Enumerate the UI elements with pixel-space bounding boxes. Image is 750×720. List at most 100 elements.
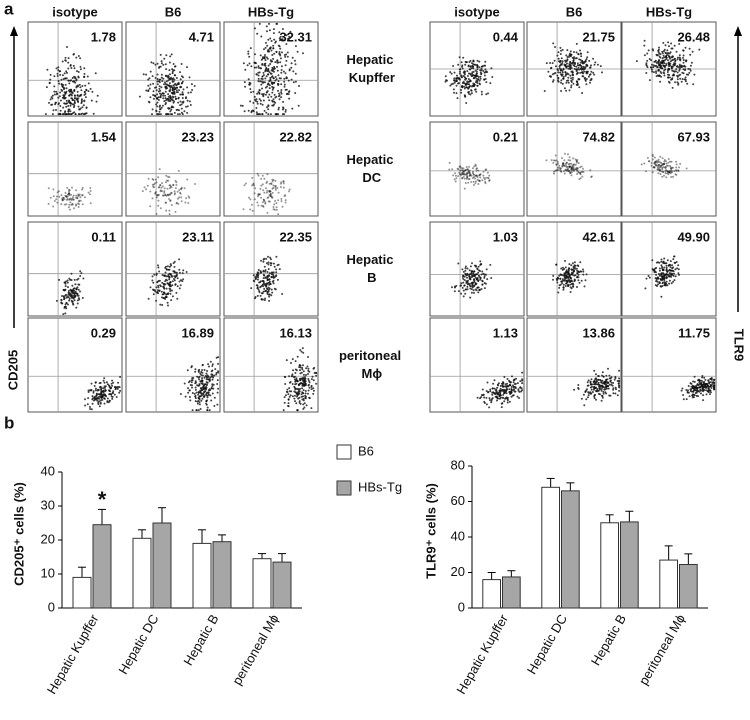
event-dot	[271, 178, 274, 181]
event-dot	[302, 384, 304, 387]
event-dot	[162, 282, 165, 285]
event-dot	[569, 286, 572, 289]
event-dot	[461, 84, 464, 87]
event-dot	[257, 66, 260, 69]
event-dot	[657, 163, 660, 166]
event-dot	[162, 77, 165, 80]
event-dot	[549, 62, 552, 64]
event-dot	[693, 389, 696, 392]
event-dot	[74, 81, 77, 84]
event-dot	[702, 388, 705, 391]
event-dot	[307, 379, 310, 382]
event-dot	[300, 377, 303, 380]
event-dot	[583, 404, 586, 407]
event-dot	[502, 393, 505, 396]
event-dot	[180, 196, 183, 199]
event-dot	[471, 71, 474, 74]
event-dot	[292, 369, 295, 372]
event-dot	[467, 279, 469, 282]
event-dot	[242, 62, 245, 65]
event-dot	[273, 70, 275, 73]
event-dot	[268, 93, 271, 96]
event-dot	[700, 381, 703, 384]
event-dot	[165, 265, 167, 268]
event-dot	[587, 391, 590, 394]
event-dot	[69, 198, 71, 201]
event-dot	[288, 387, 291, 390]
event-dot	[276, 59, 279, 62]
event-dot	[676, 78, 679, 81]
event-dot	[666, 170, 669, 173]
event-dot	[466, 283, 469, 286]
event-dot	[298, 85, 300, 87]
event-dot	[180, 188, 182, 190]
event-dot	[569, 61, 571, 63]
row-label: peritoneal Mϕ	[339, 348, 401, 381]
event-dot	[61, 60, 64, 63]
event-dot	[211, 378, 214, 381]
event-dot	[198, 368, 201, 371]
event-dot	[661, 57, 664, 60]
event-cloud	[573, 367, 621, 407]
event-dot	[312, 379, 315, 382]
event-dot	[67, 206, 70, 209]
event-dot	[560, 79, 563, 82]
event-dot	[563, 87, 566, 90]
event-dot	[158, 78, 161, 81]
event-dot	[64, 91, 67, 94]
event-dot	[68, 192, 71, 195]
event-dot	[89, 389, 91, 392]
event-dot	[67, 61, 70, 64]
event-dot	[70, 113, 73, 116]
event-dot	[469, 285, 472, 288]
event-dot	[559, 60, 562, 63]
event-dot	[467, 171, 470, 174]
y-tick-label: 20	[41, 531, 55, 546]
event-dot	[100, 387, 103, 390]
event-dot	[85, 106, 88, 109]
event-dot	[66, 197, 69, 200]
event-dot	[588, 59, 591, 62]
event-dot	[158, 85, 161, 88]
event-dot	[285, 390, 288, 393]
event-dot	[652, 155, 654, 158]
event-dot	[157, 99, 160, 101]
event-dot	[710, 387, 713, 389]
event-dot	[453, 77, 456, 80]
event-dot	[651, 158, 654, 161]
event-dot	[305, 367, 308, 370]
event-dot	[461, 64, 464, 67]
event-dot	[104, 394, 107, 397]
event-dot	[571, 56, 574, 59]
event-dot	[275, 268, 278, 271]
event-dot	[259, 294, 262, 297]
event-dot	[279, 77, 282, 80]
event-dot	[158, 110, 161, 113]
event-cloud	[147, 258, 188, 307]
event-dot	[662, 276, 665, 279]
event-dot	[567, 153, 569, 156]
event-dot	[484, 182, 487, 185]
event-dot	[570, 167, 573, 170]
event-dot	[666, 284, 669, 287]
event-dot	[559, 167, 562, 170]
event-dot	[266, 90, 269, 93]
event-dot	[465, 174, 468, 177]
event-dot	[455, 84, 458, 87]
event-dot	[178, 287, 181, 290]
event-dot	[73, 292, 76, 295]
event-dot	[569, 65, 572, 67]
event-dot	[557, 276, 559, 279]
event-dot	[474, 182, 477, 185]
event-dot	[617, 382, 620, 385]
event-dot	[303, 402, 306, 405]
event-dot	[468, 165, 470, 168]
event-dot	[283, 85, 286, 88]
event-dot	[285, 43, 288, 45]
event-dot	[175, 89, 178, 92]
event-dot	[81, 194, 84, 196]
event-dot	[193, 85, 196, 87]
event-dot	[163, 83, 166, 86]
event-dot	[166, 282, 169, 285]
bar	[252, 558, 272, 609]
